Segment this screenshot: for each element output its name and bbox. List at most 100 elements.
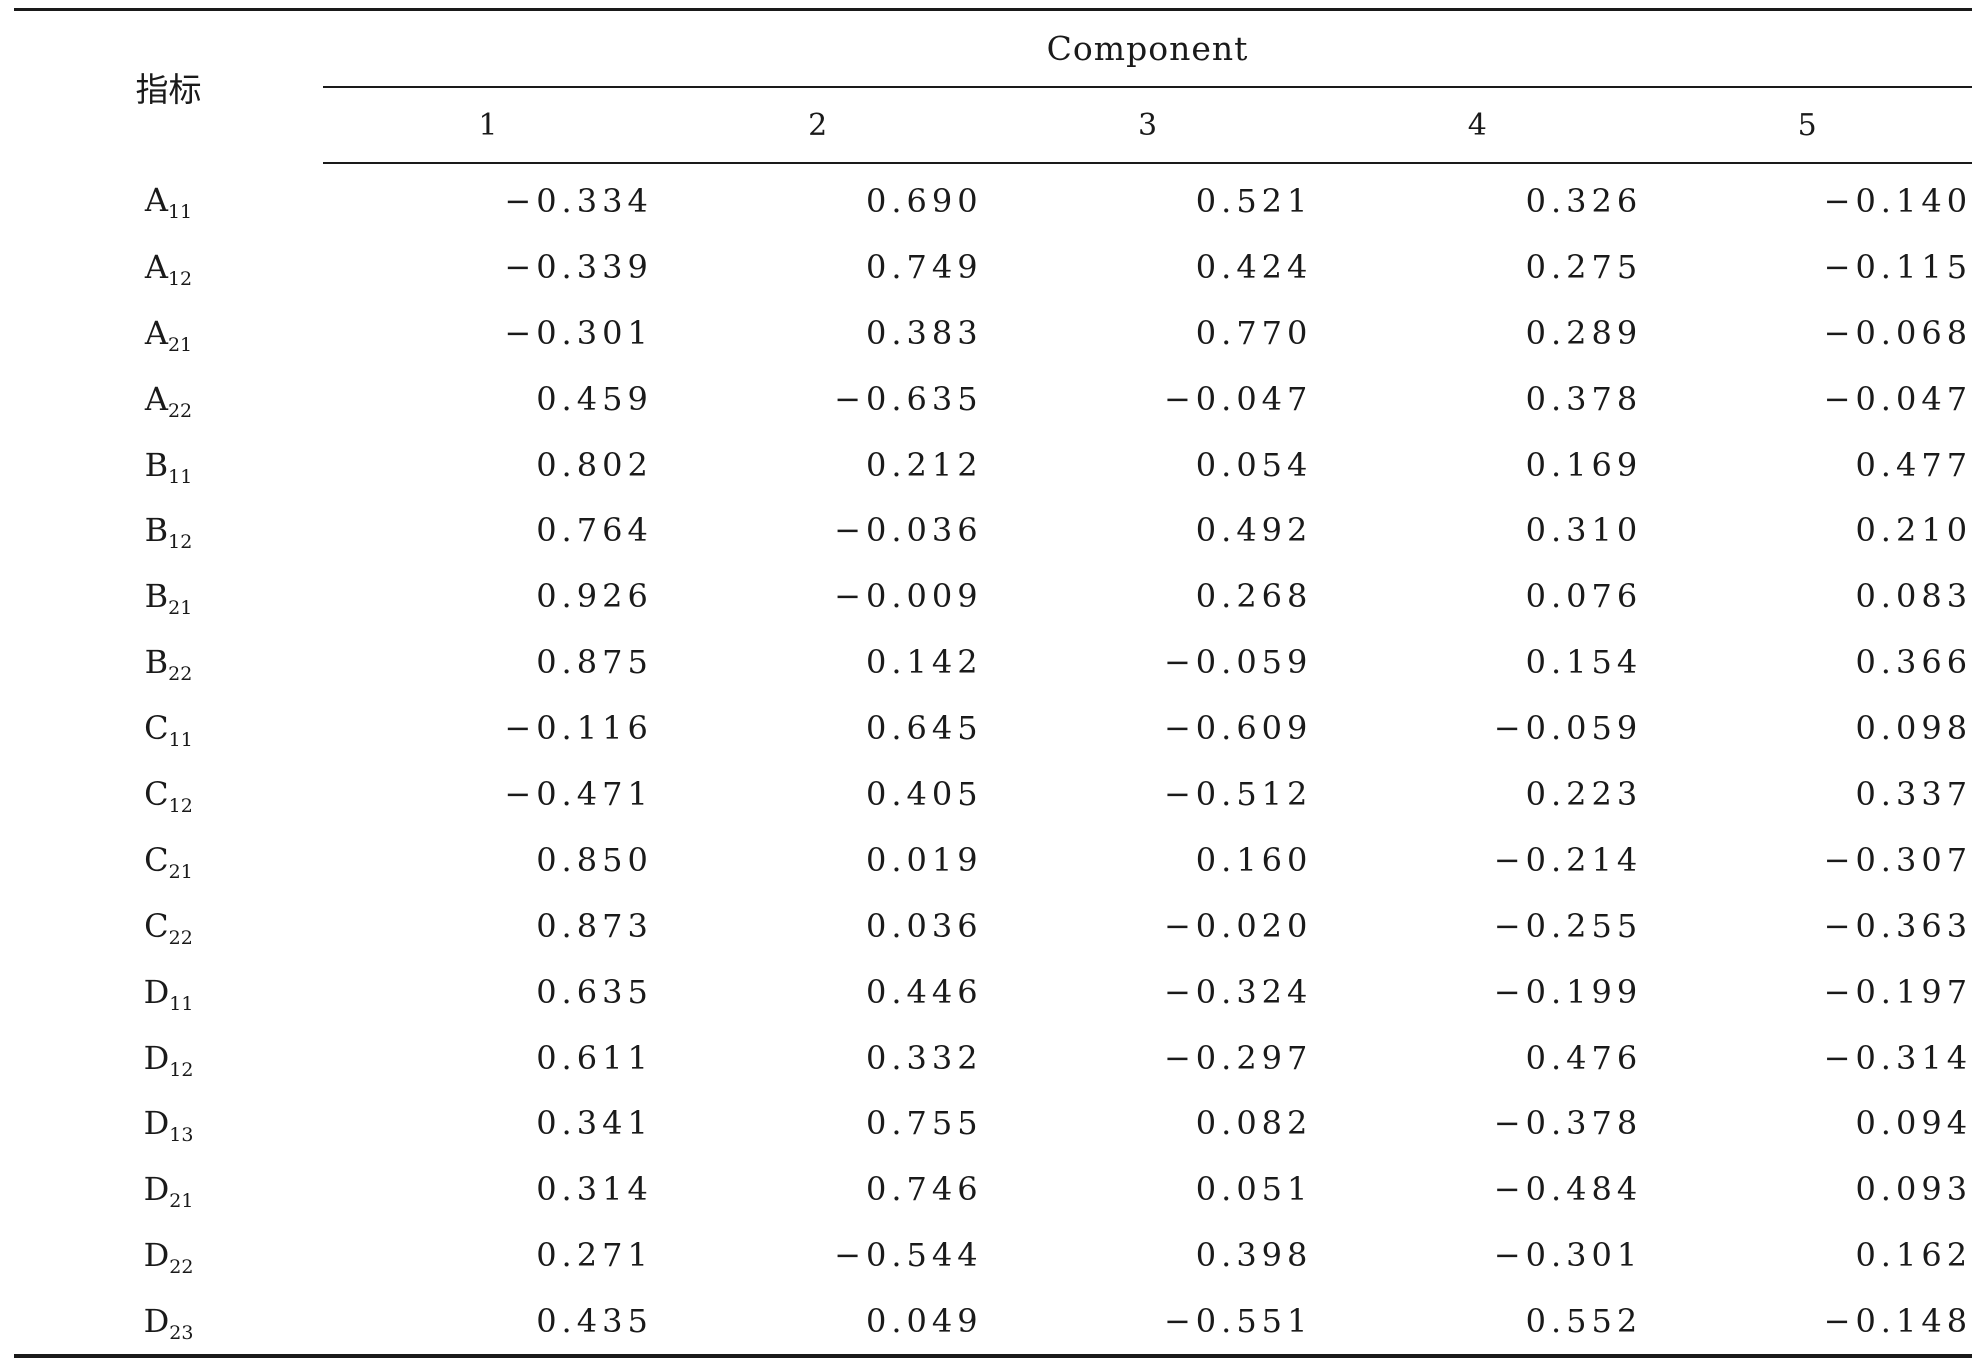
- loading-value-component-1: 0.341: [536, 1104, 653, 1143]
- table-row: C21 0.850 0.019 0.160 −0.214 −0.307: [14, 827, 1972, 893]
- loading-value-component-3: 0.268: [1195, 577, 1313, 616]
- indicator-letter: D: [143, 1302, 170, 1341]
- loading-value-component-2: 0.036: [865, 906, 983, 945]
- loading-value-component-5: −0.197: [1823, 972, 1973, 1011]
- loading-value-component-5: −0.307: [1823, 840, 1973, 879]
- indicator-subscript: 22: [168, 663, 193, 686]
- table-row: B21 0.926 −0.009 0.268 0.076 0.083: [14, 563, 1972, 629]
- loading-value-component-5: 0.094: [1855, 1104, 1973, 1143]
- table-row: D21 0.314 0.746 0.051 −0.484 0.093: [14, 1156, 1972, 1222]
- table-row: D23 0.435 0.049 −0.551 0.552 −0.148: [14, 1288, 1973, 1358]
- loading-value-component-3: 0.160: [1195, 840, 1313, 879]
- loading-value-component-3: 0.770: [1195, 313, 1313, 352]
- loading-value-component-2: 0.446: [865, 972, 983, 1011]
- indicator-letter: A: [144, 181, 168, 220]
- loading-value-component-5: −0.363: [1823, 906, 1973, 945]
- loading-value-component-5: −0.047: [1823, 379, 1973, 418]
- loading-value-component-3: −0.512: [1163, 774, 1313, 813]
- table-row: A22 0.459 −0.635 −0.047 0.378 −0.047: [14, 366, 1972, 432]
- loading-value-component-1: 0.459: [536, 379, 653, 418]
- loading-value-component-2: 0.405: [865, 774, 983, 813]
- table-row: D22 0.271 −0.544 0.398 −0.301 0.162: [14, 1222, 1972, 1288]
- loading-value-component-2: −0.635: [834, 379, 983, 418]
- loading-value-component-1: 0.873: [536, 906, 653, 945]
- indicator-letter: D: [143, 1038, 170, 1077]
- loading-value-component-3: −0.020: [1163, 906, 1313, 945]
- loading-value-component-1: −0.301: [504, 313, 653, 352]
- loading-value-component-3: −0.609: [1163, 709, 1313, 748]
- loading-value-component-4: 0.154: [1525, 643, 1643, 682]
- indicator-letter: B: [144, 511, 169, 550]
- table-row: C11 −0.116 0.645 −0.609 −0.059 0.098: [14, 695, 1972, 761]
- indicator-subscript: 22: [168, 926, 193, 949]
- table-row: B12 0.764 −0.036 0.492 0.310 0.210: [14, 497, 1972, 563]
- loading-value-component-5: 0.337: [1855, 774, 1973, 813]
- indicator-letter: D: [143, 1104, 170, 1143]
- indicator-label: D11: [14, 959, 323, 1025]
- indicator-subscript: 13: [169, 1124, 194, 1147]
- loading-value-component-4: −0.301: [1493, 1236, 1643, 1275]
- loading-value-component-4: 0.326: [1525, 181, 1643, 220]
- indicator-subscript: 12: [167, 267, 193, 290]
- indicator-label: C12: [14, 761, 323, 827]
- indicator-letter: A: [144, 379, 168, 418]
- indicator-subscript: 22: [167, 399, 193, 422]
- table-row: B22 0.875 0.142 −0.059 0.154 0.366: [14, 629, 1972, 695]
- component-1-header: 1: [323, 87, 653, 164]
- table-row: B11 0.802 0.212 0.054 0.169 0.477: [14, 432, 1972, 498]
- indicator-subscript: 11: [168, 465, 193, 488]
- loading-value-component-4: −0.378: [1493, 1104, 1643, 1143]
- indicator-subscript: 21: [168, 860, 193, 883]
- indicator-label: D12: [14, 1025, 323, 1091]
- indicator-letter: A: [144, 313, 168, 352]
- indicator-label: A11: [14, 163, 323, 234]
- loading-value-component-4: 0.289: [1525, 313, 1643, 352]
- loading-value-component-4: 0.169: [1525, 445, 1643, 484]
- loading-value-component-5: 0.477: [1855, 445, 1973, 484]
- loading-value-component-1: 0.314: [536, 1170, 653, 1209]
- indicator-label: C21: [14, 827, 323, 893]
- indicator-label: A21: [14, 300, 323, 366]
- loading-value-component-1: 0.875: [536, 643, 653, 682]
- loading-value-component-1: 0.271: [536, 1236, 653, 1275]
- loading-value-component-5: −0.068: [1823, 313, 1973, 352]
- loading-value-component-3: 0.424: [1195, 247, 1313, 286]
- loading-value-component-4: 0.223: [1525, 774, 1643, 813]
- indicator-letter: B: [144, 643, 169, 682]
- indicator-letter: C: [144, 840, 169, 879]
- loading-value-component-5: −0.314: [1823, 1038, 1973, 1077]
- loading-value-component-4: −0.214: [1493, 840, 1643, 879]
- indicator-label: D23: [14, 1288, 323, 1358]
- loading-value-component-2: 0.746: [865, 1170, 983, 1209]
- loading-value-component-3: −0.324: [1163, 972, 1313, 1011]
- table-header: 指标 Component 1 2 3 4 5: [14, 8, 1973, 164]
- indicator-label: B12: [14, 497, 323, 563]
- header-row-components: 1 2 3 4 5: [14, 87, 1973, 164]
- loading-value-component-4: 0.275: [1525, 247, 1643, 286]
- indicator-letter: B: [144, 577, 169, 616]
- indicator-subscript: 12: [169, 1058, 194, 1081]
- indicator-label: D21: [14, 1156, 323, 1222]
- indicator-label: D22: [14, 1222, 323, 1288]
- loading-value-component-2: 0.383: [865, 313, 983, 352]
- loading-value-component-2: 0.049: [652, 1288, 983, 1358]
- indicator-letter: C: [144, 774, 169, 813]
- loading-value-component-1: 0.926: [536, 577, 653, 616]
- loading-value-component-1: 0.635: [536, 972, 653, 1011]
- indicator-letter: D: [143, 1236, 170, 1275]
- loading-value-component-1: −0.339: [504, 247, 653, 286]
- indicator-subscript: 21: [169, 1190, 194, 1213]
- component-5-header: 5: [1642, 87, 1973, 164]
- indicator-subscript: 23: [169, 1322, 194, 1345]
- component-group-header: Component: [323, 8, 1973, 88]
- indicator-subscript: 11: [167, 201, 193, 224]
- component-2-header: 2: [652, 87, 983, 164]
- loading-value-component-2: 0.749: [865, 247, 983, 286]
- loading-value-component-4: 0.378: [1525, 379, 1643, 418]
- loading-value-component-5: −0.115: [1823, 247, 1973, 286]
- header-row-top: 指标 Component: [14, 8, 1973, 163]
- indicator-label: B22: [14, 629, 323, 695]
- loading-value-component-4: 0.552: [1312, 1288, 1643, 1358]
- indicator-subscript: 22: [169, 1256, 194, 1279]
- loading-value-component-5: 0.083: [1855, 577, 1973, 616]
